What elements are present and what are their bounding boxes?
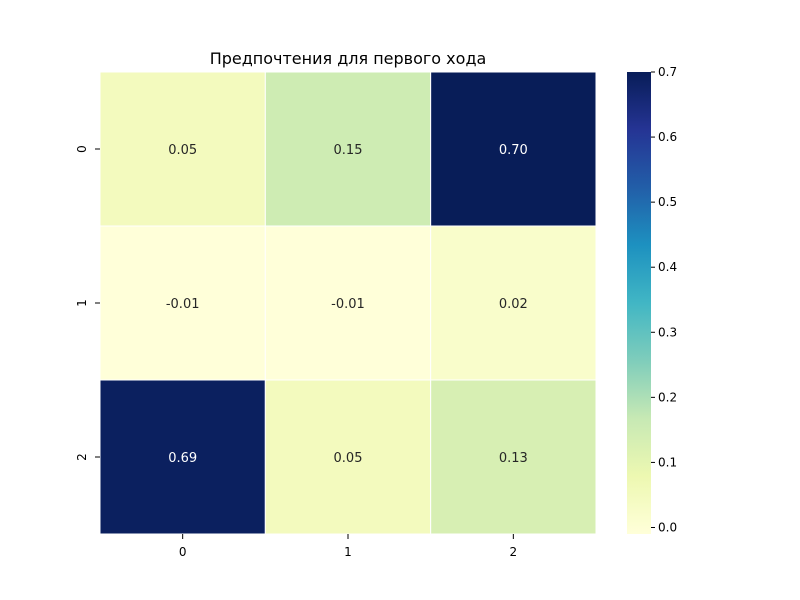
cell-label-r1-c2: 0.02 xyxy=(499,297,528,312)
x-tick-label-2: 2 xyxy=(510,545,518,559)
heatmap-cell-r1-c2 xyxy=(430,225,597,381)
cell-label-r0-c0: 0.05 xyxy=(168,143,197,158)
colorbar: 0.0 0.1 0.2 0.3 0.4 0.5 0.6 0.7 xyxy=(627,65,677,534)
cell-label-r1-c0: -0.01 xyxy=(166,297,200,312)
x-axis: 0 1 2 xyxy=(179,534,517,559)
heatmap-cell-r1-c1 xyxy=(264,225,432,381)
heatmap-cell-r2-c1 xyxy=(264,379,432,535)
cell-label-r0-c1: 0.15 xyxy=(334,143,363,158)
colorbar-tick-label-7: 0.7 xyxy=(658,65,677,79)
y-tick-label-0: 0 xyxy=(75,145,89,153)
y-tick-label-1: 1 xyxy=(75,299,89,307)
cell-label-r2-c0: 0.69 xyxy=(168,451,197,466)
y-tick-label-2: 2 xyxy=(75,453,89,461)
colorbar-tick-label-0: 0.0 xyxy=(658,520,677,534)
heatmap-cell-r0-c2 xyxy=(430,71,597,227)
cell-label-r2-c1: 0.05 xyxy=(334,451,363,466)
x-tick-label-0: 0 xyxy=(179,545,187,559)
y-axis: 0 1 2 xyxy=(75,145,100,461)
heatmap-cell-r0-c0 xyxy=(99,71,266,227)
colorbar-tick-label-4: 0.4 xyxy=(658,260,677,274)
chart-title: Предпочтения для первого хода xyxy=(210,49,487,68)
cell-label-r0-c2: 0.70 xyxy=(499,143,528,158)
heatmap-cell-r2-c0 xyxy=(99,379,266,535)
cell-label-r1-c1: -0.01 xyxy=(331,297,365,312)
colorbar-tick-label-3: 0.3 xyxy=(658,325,677,339)
heatmap-cell-r1-c0 xyxy=(99,225,266,381)
colorbar-tick-label-2: 0.2 xyxy=(658,390,677,404)
heatmap-cells: 0.05 0.15 0.70 -0.01 -0.01 0.02 0.69 0.05 0.13 xyxy=(99,71,597,535)
heatmap-cell-r0-c1 xyxy=(264,71,432,227)
colorbar-tick-label-5: 0.5 xyxy=(658,195,677,209)
colorbar-tick-label-6: 0.6 xyxy=(658,130,677,144)
cell-label-r2-c2: 0.13 xyxy=(499,451,528,466)
x-tick-label-1: 1 xyxy=(344,545,352,559)
colorbar-tick-label-1: 0.1 xyxy=(658,455,677,469)
colorbar-gradient xyxy=(627,72,651,534)
